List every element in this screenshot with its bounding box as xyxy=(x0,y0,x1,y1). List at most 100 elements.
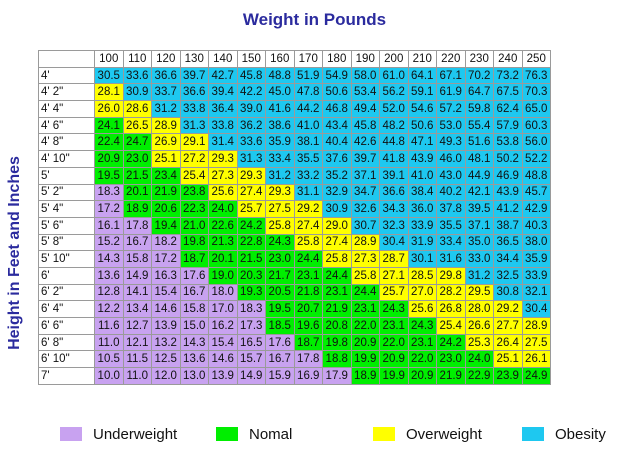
bmi-cell: 16.5 xyxy=(236,333,266,352)
bmi-cell: 16.3 xyxy=(151,266,181,285)
bmi-cell: 46.9 xyxy=(493,166,523,185)
bmi-cell: 64.1 xyxy=(407,66,437,85)
bmi-cell: 24.2 xyxy=(436,333,466,352)
bmi-cell: 36.6 xyxy=(179,83,209,102)
bmi-cell: 35.2 xyxy=(322,166,352,185)
bmi-cell: 28.0 xyxy=(464,300,494,318)
bmi-cell: 30.8 xyxy=(493,283,523,302)
bmi-cell: 19.6 xyxy=(293,317,323,335)
bmi-cell: 28.7 xyxy=(379,250,409,268)
height-label: 5' 8" xyxy=(38,233,95,252)
bmi-cell: 24.1 xyxy=(94,116,124,135)
bmi-cell: 67.5 xyxy=(493,83,523,102)
bmi-cell: 36.4 xyxy=(208,100,238,118)
bmi-cell: 33.2 xyxy=(293,166,323,185)
corner-cell xyxy=(38,50,95,68)
bmi-cell: 23.1 xyxy=(379,317,409,335)
bmi-cell: 19.9 xyxy=(379,367,409,385)
bmi-cell: 23.9 xyxy=(493,367,523,385)
bmi-cell: 24.4 xyxy=(322,266,352,285)
bmi-cell: 13.4 xyxy=(122,300,152,318)
bmi-cell: 30.9 xyxy=(122,83,152,102)
height-label: 6' xyxy=(38,266,95,285)
bmi-cell: 22.0 xyxy=(407,350,437,369)
bmi-cell: 25.1 xyxy=(151,150,181,168)
bmi-cell: 15.2 xyxy=(94,233,124,252)
bmi-cell: 42.1 xyxy=(464,183,494,202)
bmi-cell: 27.4 xyxy=(293,216,323,235)
bmi-cell: 22.0 xyxy=(379,333,409,352)
bmi-cell: 13.9 xyxy=(151,317,181,335)
bmi-cell: 22.3 xyxy=(179,200,209,218)
weight-header: 140 xyxy=(208,50,238,68)
bmi-cell: 31.4 xyxy=(208,133,238,152)
bmi-cell: 17.9 xyxy=(322,367,352,385)
weight-header: 250 xyxy=(521,50,551,68)
bmi-cell: 33.0 xyxy=(464,250,494,268)
bmi-cell: 12.7 xyxy=(122,317,152,335)
bmi-cell: 15.4 xyxy=(208,333,238,352)
bmi-cell: 34.7 xyxy=(350,183,380,202)
bmi-cell: 17.8 xyxy=(122,216,152,235)
bmi-cell: 45.8 xyxy=(236,66,266,85)
bmi-cell: 24.9 xyxy=(521,367,551,385)
bmi-cell: 28.1 xyxy=(94,83,124,102)
bmi-cell: 24.0 xyxy=(208,200,238,218)
bmi-cell: 31.2 xyxy=(265,166,295,185)
height-label: 6' 6" xyxy=(38,317,95,335)
bmi-cell: 14.3 xyxy=(94,250,124,268)
bmi-cell: 70.2 xyxy=(464,66,494,85)
bmi-cell: 17.3 xyxy=(236,317,266,335)
bmi-cell: 21.9 xyxy=(436,367,466,385)
height-label: 4' 4" xyxy=(38,100,95,118)
bmi-cell: 15.8 xyxy=(179,300,209,318)
bmi-cell: 30.4 xyxy=(379,233,409,252)
bmi-cell: 34.3 xyxy=(379,200,409,218)
bmi-cell: 24.3 xyxy=(379,300,409,318)
bmi-cell: 35.9 xyxy=(265,133,295,152)
table-row: 5' 4" 17.2 18.9 20.6 22.3 24.0 25.7 27.5 29.2 30.… xyxy=(38,200,551,218)
bmi-cell: 24.7 xyxy=(122,133,152,152)
bmi-cell: 27.0 xyxy=(407,283,437,302)
bmi-cell: 26.1 xyxy=(521,350,551,369)
bmi-cell: 13.6 xyxy=(179,350,209,369)
table-row: 6' 2" 12.8 14.1 15.4 16.7 18.0 19.3 20.5 21.8 23.… xyxy=(38,283,551,302)
height-label: 5' 10" xyxy=(38,250,95,268)
bmi-cell: 37.1 xyxy=(464,216,494,235)
bmi-cell: 38.7 xyxy=(493,216,523,235)
bmi-cell: 31.2 xyxy=(151,100,181,118)
height-label: 4' xyxy=(38,66,95,85)
bmi-cell: 36.2 xyxy=(236,116,266,135)
bmi-cell: 40.4 xyxy=(322,133,352,152)
bmi-cell: 43.9 xyxy=(407,150,437,168)
bmi-cell: 32.6 xyxy=(350,200,380,218)
bmi-cell: 56.2 xyxy=(379,83,409,102)
bmi-cell: 42.6 xyxy=(350,133,380,152)
height-label: 5' 6" xyxy=(38,216,95,235)
height-label: 5' 2" xyxy=(38,183,95,202)
header-row: 100 110 120 130 140 150 160 170 180 190 200 210 220 2… xyxy=(38,50,551,68)
bmi-cell: 20.9 xyxy=(407,367,437,385)
bmi-cell: 35.9 xyxy=(521,250,551,268)
bmi-cell: 48.8 xyxy=(521,166,551,185)
bmi-cell: 13.6 xyxy=(94,266,124,285)
bmi-cell: 37.8 xyxy=(436,200,466,218)
bmi-cell: 23.0 xyxy=(122,150,152,168)
legend-swatch-underweight xyxy=(60,427,82,441)
table-row: 5' 10" 14.3 15.8 17.2 18.7 20.1 21.5 23.0 24.4 25… xyxy=(38,250,551,268)
bmi-cell: 27.7 xyxy=(493,317,523,335)
chart-title: Weight in Pounds xyxy=(242,10,387,29)
bmi-cell: 60.3 xyxy=(521,116,551,135)
bmi-cell: 51.6 xyxy=(464,133,494,152)
bmi-cell: 30.9 xyxy=(322,200,352,218)
bmi-cell: 25.4 xyxy=(179,166,209,185)
bmi-cell: 21.5 xyxy=(122,166,152,185)
table-row: 5' 2" 18.3 20.1 21.9 23.8 25.6 27.4 29.3 31.1 32.… xyxy=(38,183,551,202)
bmi-cell: 18.9 xyxy=(350,367,380,385)
bmi-cell: 61.0 xyxy=(379,66,409,85)
table-row: 5' 8" 15.2 16.7 18.2 19.8 21.3 22.8 24.3 25.8 27.… xyxy=(38,233,551,252)
bmi-cell: 23.4 xyxy=(151,166,181,185)
bmi-cell: 25.8 xyxy=(322,250,352,268)
bmi-cell: 53.8 xyxy=(493,133,523,152)
bmi-cell: 26.8 xyxy=(436,300,466,318)
